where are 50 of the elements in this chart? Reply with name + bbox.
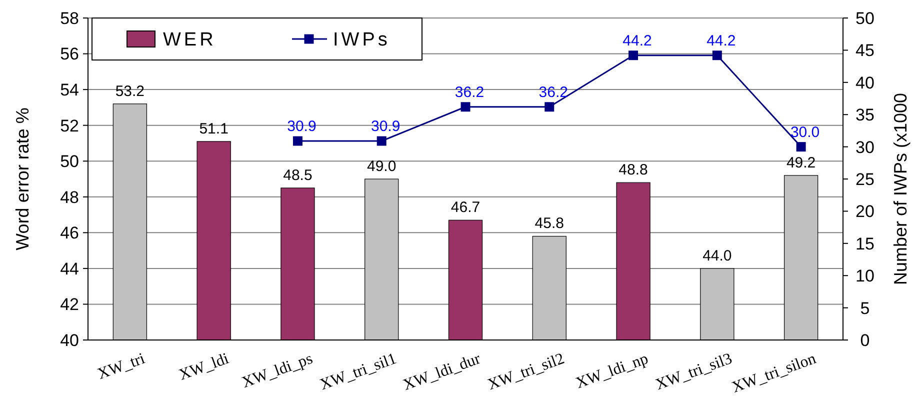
data-label: 30.9 (371, 118, 400, 136)
data-label: 30.0 (790, 124, 820, 141)
y2-tick-label: 45 (856, 41, 874, 60)
y2-tick-label: 30 (856, 138, 874, 157)
data-label: 45.8 (534, 215, 564, 232)
y-tick-label: 50 (60, 152, 79, 172)
y-tick-label: 46 (60, 224, 79, 243)
data-label: 44.0 (702, 247, 732, 264)
y2-tick-label: 15 (856, 234, 874, 254)
y-tick-label: 58 (60, 8, 79, 28)
y2-tick-label: 50 (856, 8, 874, 28)
legend-label: WER (163, 30, 216, 51)
y-tick-label: 56 (60, 44, 79, 64)
point (544, 102, 554, 112)
data-label: 48.8 (618, 162, 648, 179)
x-tick-label: XW_ldi (176, 350, 232, 384)
point (712, 50, 722, 60)
legend-label: IWPs (333, 30, 390, 51)
y-tick-label: 40 (60, 330, 79, 350)
y-tick-label: 42 (60, 295, 79, 314)
y-tick-label: 52 (60, 116, 79, 136)
point (376, 136, 386, 146)
y-tick-label: 44 (60, 259, 79, 278)
data-label: 49.0 (367, 158, 396, 175)
data-label: 46.7 (450, 199, 480, 216)
y2-tick-label: 25 (856, 170, 874, 189)
y-tick-label: 48 (60, 188, 79, 207)
y-tick-label: 54 (60, 80, 79, 100)
data-label: 49.2 (786, 154, 816, 172)
x-tick-label: XW_tri (95, 350, 148, 383)
data-label: 53.2 (115, 82, 145, 100)
data-label: 30.9 (287, 118, 316, 136)
y2-tick-label: 35 (856, 106, 874, 125)
data-label: 36.2 (454, 84, 484, 101)
y2-tick-label: 10 (856, 266, 874, 286)
data-label: 44.2 (622, 32, 652, 50)
y2-tick-label: 20 (856, 202, 874, 222)
y-axis-title: Word error rate % (12, 108, 32, 250)
data-label: 51.1 (199, 120, 228, 138)
point (460, 102, 470, 112)
y2-tick-label: 0 (860, 330, 870, 350)
data-label: 44.2 (706, 32, 736, 50)
data-label: 36.2 (538, 84, 568, 101)
y2-tick-label: 5 (860, 298, 870, 318)
y2-tick-label: 40 (856, 73, 874, 92)
point (796, 142, 806, 152)
y2-axis-title: Number of IWPs (x1000 (890, 92, 910, 286)
point (292, 136, 302, 146)
point (628, 50, 638, 60)
data-label: 48.5 (283, 166, 312, 184)
